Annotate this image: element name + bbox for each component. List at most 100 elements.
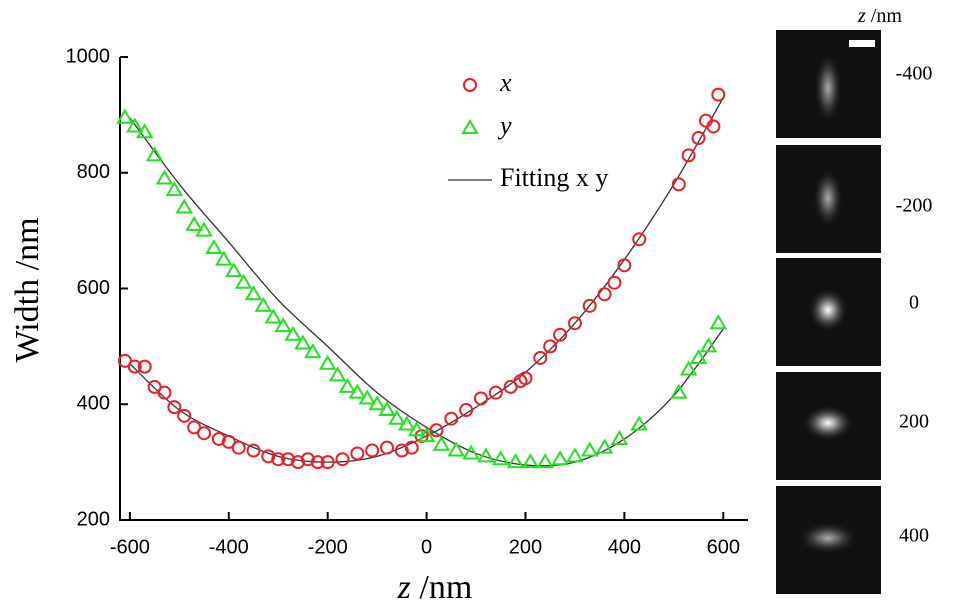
data-point [350,446,365,461]
data-point [304,343,322,359]
psf-label: 400 [899,525,929,547]
data-point [137,359,152,374]
data-point [281,452,296,467]
data-point [398,415,416,431]
data-point [689,348,708,364]
psf-blob [802,405,854,441]
fit-line [129,117,724,467]
x-tick-label: 400 [608,536,641,558]
data-point [246,443,261,458]
data-point [234,273,253,289]
psf-blob [798,522,858,554]
data-point [699,337,718,353]
data-point [459,403,474,418]
data-point [488,385,503,400]
data-point [518,371,533,386]
data-point [197,426,212,441]
scale-bar [849,40,875,47]
psf-blob [808,288,848,332]
data-point [582,298,597,313]
psf-label: -400 [896,63,933,85]
data-point [506,453,525,469]
data-point [630,415,648,431]
data-point [195,221,213,237]
x-tick-label: -600 [110,536,150,558]
data-point [284,325,302,341]
psf-label: -200 [896,195,933,217]
data-point [429,423,444,438]
data-point [185,215,203,231]
x-tick-label: 200 [509,536,542,558]
data-point [447,441,465,457]
data-point [477,447,495,463]
data-point [126,117,144,133]
x-tick-label: -400 [209,536,249,558]
data-point [536,453,555,469]
data-point [274,317,292,333]
data-point [127,359,142,374]
data-point [632,232,647,247]
data-point [380,440,395,455]
data-point [135,123,154,139]
data-point [595,438,614,454]
data-point [610,429,629,445]
legend-marker [461,119,479,134]
data-point [320,455,335,470]
data-point [543,339,558,354]
data-point [291,455,306,470]
psf-blob [814,52,842,124]
legend-label: y [497,111,512,140]
legend-label: Fitting x y [500,163,608,192]
data-point [691,131,706,146]
data-point [365,443,380,458]
data-point [294,334,312,350]
data-point [679,360,698,376]
legend-marker [463,78,477,92]
legend-label: x [499,68,512,97]
data-point [165,181,184,197]
data-point [358,389,376,405]
data-point [670,383,688,399]
data-point [681,148,696,163]
data-point [597,287,612,302]
data-point [231,440,246,455]
data-point [553,327,568,342]
data-point [567,316,582,331]
data-point [407,421,426,437]
data-point [175,198,194,214]
data-point [300,452,315,467]
y-tick-label: 600 [77,277,110,299]
y-tick-label: 1000 [66,45,111,67]
data-point [310,455,325,470]
x-tick-label: 0 [421,536,432,558]
data-point [244,285,263,301]
data-point [607,275,622,290]
data-point [617,258,632,273]
data-point [404,440,419,455]
y-tick-label: 200 [77,508,110,530]
data-point [116,108,134,124]
data-point [368,395,386,411]
psf-label: 0 [909,292,919,314]
x-tick-label: 600 [707,536,740,558]
data-point [211,431,226,446]
data-point [264,308,283,324]
data-point [155,169,174,185]
data-point [254,296,273,312]
data-point [581,441,599,457]
data-point [709,314,728,330]
x-axis-label: z /nm [397,569,473,606]
data-point [205,239,223,254]
psf-blob [813,168,843,228]
data-point [388,409,406,425]
data-point [335,452,350,467]
data-point [224,262,243,278]
data-point [145,146,164,162]
psf-label: 200 [899,411,929,433]
data-point [157,385,172,400]
y-tick-label: 800 [77,161,110,183]
data-point [566,447,584,463]
data-point [328,366,347,382]
data-point [706,119,721,134]
